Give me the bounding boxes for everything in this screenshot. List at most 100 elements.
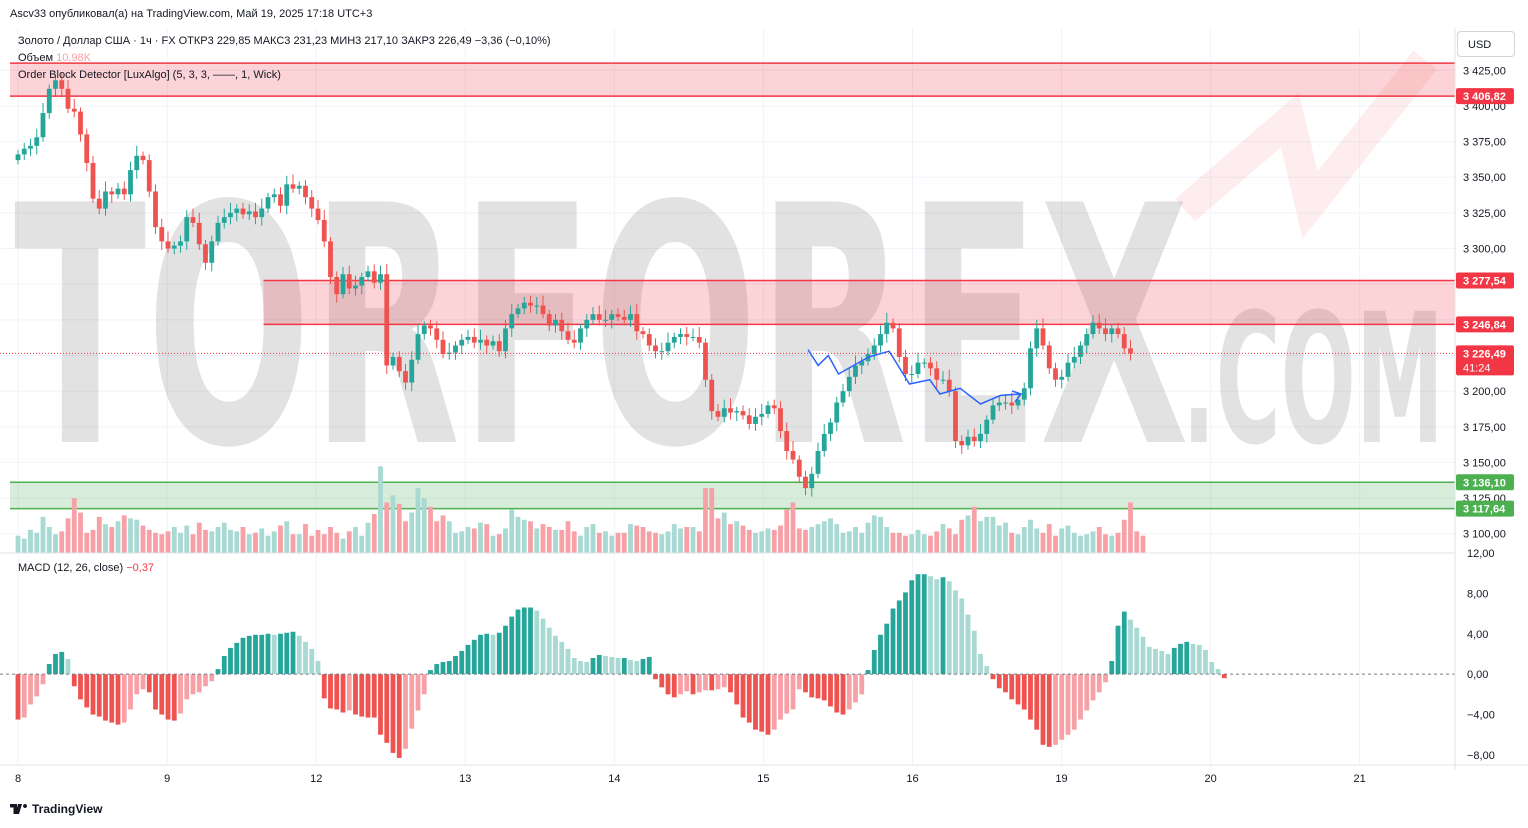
candle [653, 345, 658, 352]
countdown-label: 41:24 [1463, 362, 1491, 374]
time-tick: 21 [1354, 773, 1366, 785]
volume-bar [790, 502, 796, 553]
time-tick: 19 [1055, 773, 1067, 785]
volume-bar [571, 531, 577, 553]
candle [453, 345, 458, 353]
volume-bar [240, 527, 246, 553]
volume-bar [565, 521, 571, 553]
macd-bar [1215, 669, 1221, 675]
macd-bar [984, 666, 990, 675]
candle [171, 245, 177, 249]
indicator-legend[interactable]: Order Block Detector [LuxAlgo] (5, 3, 3,… [18, 69, 281, 81]
candle [553, 319, 558, 326]
price-tick: 3 150,00 [1463, 457, 1506, 469]
macd-bar [103, 674, 108, 721]
macd-bar [1084, 674, 1090, 711]
volume-bar [390, 495, 396, 553]
volume-bar [846, 531, 852, 553]
candle [309, 197, 315, 209]
volume-legend[interactable]: Объем 10,98K [18, 52, 91, 64]
bearish-order-block [10, 63, 1455, 97]
volume-bar [859, 532, 865, 553]
macd-bar [221, 655, 227, 675]
candle [584, 319, 590, 329]
macd-bar [628, 660, 633, 675]
macd-bar [153, 674, 158, 710]
macd-bar [565, 648, 571, 675]
macd-bar [1146, 646, 1152, 675]
volume-bar [559, 529, 565, 553]
macd-bar [15, 674, 21, 720]
volume-bar [65, 518, 71, 553]
volume-bar [234, 531, 240, 553]
volume-bar [365, 522, 371, 553]
volume-bar [271, 531, 277, 553]
volume-bar [1109, 535, 1115, 553]
candle [771, 405, 777, 409]
macd-legend[interactable]: MACD (12, 26, close) −0,37 [18, 562, 154, 574]
macd-bar [884, 623, 890, 675]
candle [446, 352, 452, 355]
candle [1115, 328, 1121, 335]
price-axis-labels: 3 406,82 3 277,54 3 246,84 3 226,49 41:24 3 1… [1456, 88, 1514, 517]
volume-bar [228, 529, 233, 553]
volume-bar [596, 532, 602, 553]
macd-bar [215, 669, 221, 675]
macd-bar [690, 674, 696, 695]
symbol-legend[interactable]: Золото / Доллар США · 1ч · FX ОТКР3 229,… [18, 35, 551, 47]
macd-bar [434, 664, 440, 675]
volume-bar [71, 498, 77, 553]
volume-bar [903, 535, 908, 553]
macd-bar [546, 627, 552, 675]
volume-bar [740, 525, 746, 553]
volume-bar [340, 538, 346, 553]
macd-bar [709, 674, 715, 691]
macd-bar [1009, 674, 1015, 700]
volume-bar [215, 527, 221, 553]
candle [965, 436, 971, 446]
volume-bar [715, 518, 721, 553]
macd-bar [740, 674, 746, 718]
macd-histogram [15, 574, 1227, 758]
macd-bar [471, 639, 477, 675]
macd-bar [309, 648, 315, 675]
macd-bar [609, 656, 615, 675]
candle [840, 391, 846, 403]
candle [915, 362, 921, 375]
grid-lines [0, 28, 1455, 765]
volume-bar [15, 535, 21, 553]
volume-bar [140, 525, 146, 553]
candle [734, 411, 740, 413]
candle [503, 328, 508, 352]
macd-bar [159, 674, 165, 715]
candle [640, 331, 646, 335]
candle [828, 422, 833, 434]
candle [134, 155, 140, 171]
candle [1128, 348, 1133, 354]
tradingview-footer[interactable]: TradingView [10, 802, 102, 816]
currency-button[interactable]: USD [1457, 31, 1515, 57]
close-label: ЗАКР [401, 35, 429, 47]
open-label: ОТКР [178, 35, 208, 47]
macd-bar [578, 661, 583, 675]
macd-bar [846, 674, 852, 710]
candle [378, 274, 383, 283]
macd-bar [109, 674, 115, 723]
candle [671, 336, 677, 343]
macd-bar [115, 674, 121, 725]
volume-bar [1053, 535, 1058, 553]
candle [384, 274, 390, 366]
candle [490, 341, 496, 346]
candle [615, 314, 621, 317]
candle [115, 188, 121, 195]
candle [396, 356, 402, 372]
macd-bar [296, 635, 302, 675]
macd-tick: 4,00 [1467, 629, 1488, 641]
volume-bar [28, 529, 33, 553]
volume-bar [1115, 532, 1121, 553]
candle [253, 211, 258, 218]
volume-bar [690, 527, 696, 553]
candle [853, 365, 858, 377]
volume-bar [634, 525, 640, 553]
